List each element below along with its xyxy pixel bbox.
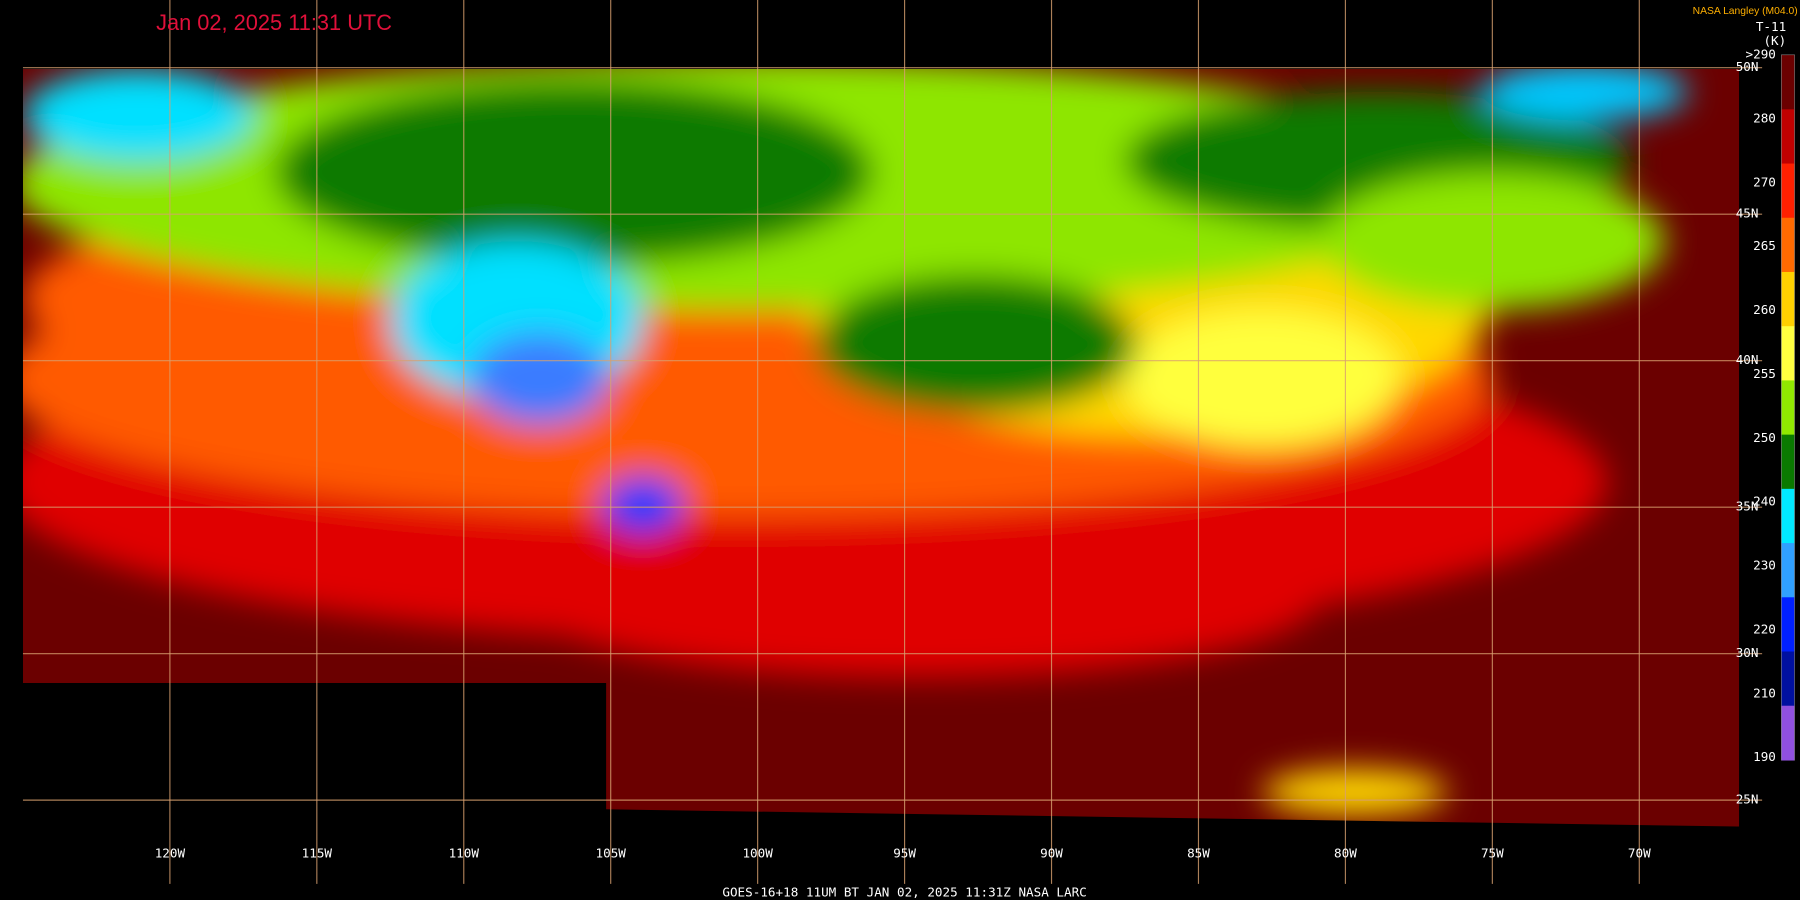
longitude-label: 95W [893,846,916,861]
color-scale-label: 250 [1753,430,1776,445]
color-swatch [1781,217,1795,273]
latitude-label: 50N [1736,59,1759,74]
color-scale-label: 265 [1753,238,1776,253]
latitude-label: 45N [1736,206,1759,221]
color-swatch [1781,597,1795,653]
color-swatch [1781,55,1795,110]
color-scale-label: 255 [1753,366,1776,381]
color-swatch [1781,488,1795,544]
channel: T-11 [1756,19,1786,34]
color-swatch [1781,705,1795,761]
color-scale-label: 270 [1753,174,1776,189]
latitude-label: 40N [1736,352,1759,367]
color-scale-label: 230 [1753,558,1776,573]
longitude-label: 100W [742,846,773,861]
color-swatch [1781,651,1795,707]
latitude-label: 25N [1736,792,1759,807]
color-swatch [1781,109,1795,165]
timestamp: Jan 02, 2025 11:31 UTC [156,10,392,35]
color-swatch [1781,326,1795,381]
latitude-label: 30N [1736,645,1759,660]
color-bar: >290 280 270 265 260 255 250 240 230 220 210 190 [1746,47,1795,764]
latitude-label: 35N [1736,499,1759,514]
longitude-label: 90W [1040,846,1063,861]
longitude-label: 115W [302,846,333,861]
color-scale-label: 280 [1753,110,1776,125]
longitude-label: 110W [449,846,480,861]
color-scale-label: 190 [1753,749,1776,764]
longitude-label: 105W [596,846,627,861]
graticule: 50N 45N 40N 35N 30N 25N 120W 115W 110W 105W 100W 95… [22,0,1763,884]
longitude-label: 70W [1628,846,1651,861]
longitude-label: 120W [155,846,186,861]
footer: GOES-16+18 11UM BT JAN 02, 2025 11:31Z N… [722,885,1086,900]
producer: NASA Langley (M04.0) [1693,6,1798,17]
color-swatch [1781,543,1795,598]
longitude-label: 85W [1187,846,1210,861]
color-scale-label: 220 [1753,621,1776,636]
color-scale-label: 260 [1753,302,1776,317]
color-swatch [1781,434,1795,490]
color-scale-label: 210 [1753,685,1776,700]
color-scale-label: 240 [1753,494,1776,509]
longitude-label: 80W [1334,846,1357,861]
color-swatch [1781,271,1795,327]
color-swatch [1781,163,1795,219]
color-swatch [1781,380,1795,436]
unit: (K) [1763,33,1786,48]
color-scale-label: >290 [1746,47,1776,62]
longitude-label: 75W [1481,846,1504,861]
